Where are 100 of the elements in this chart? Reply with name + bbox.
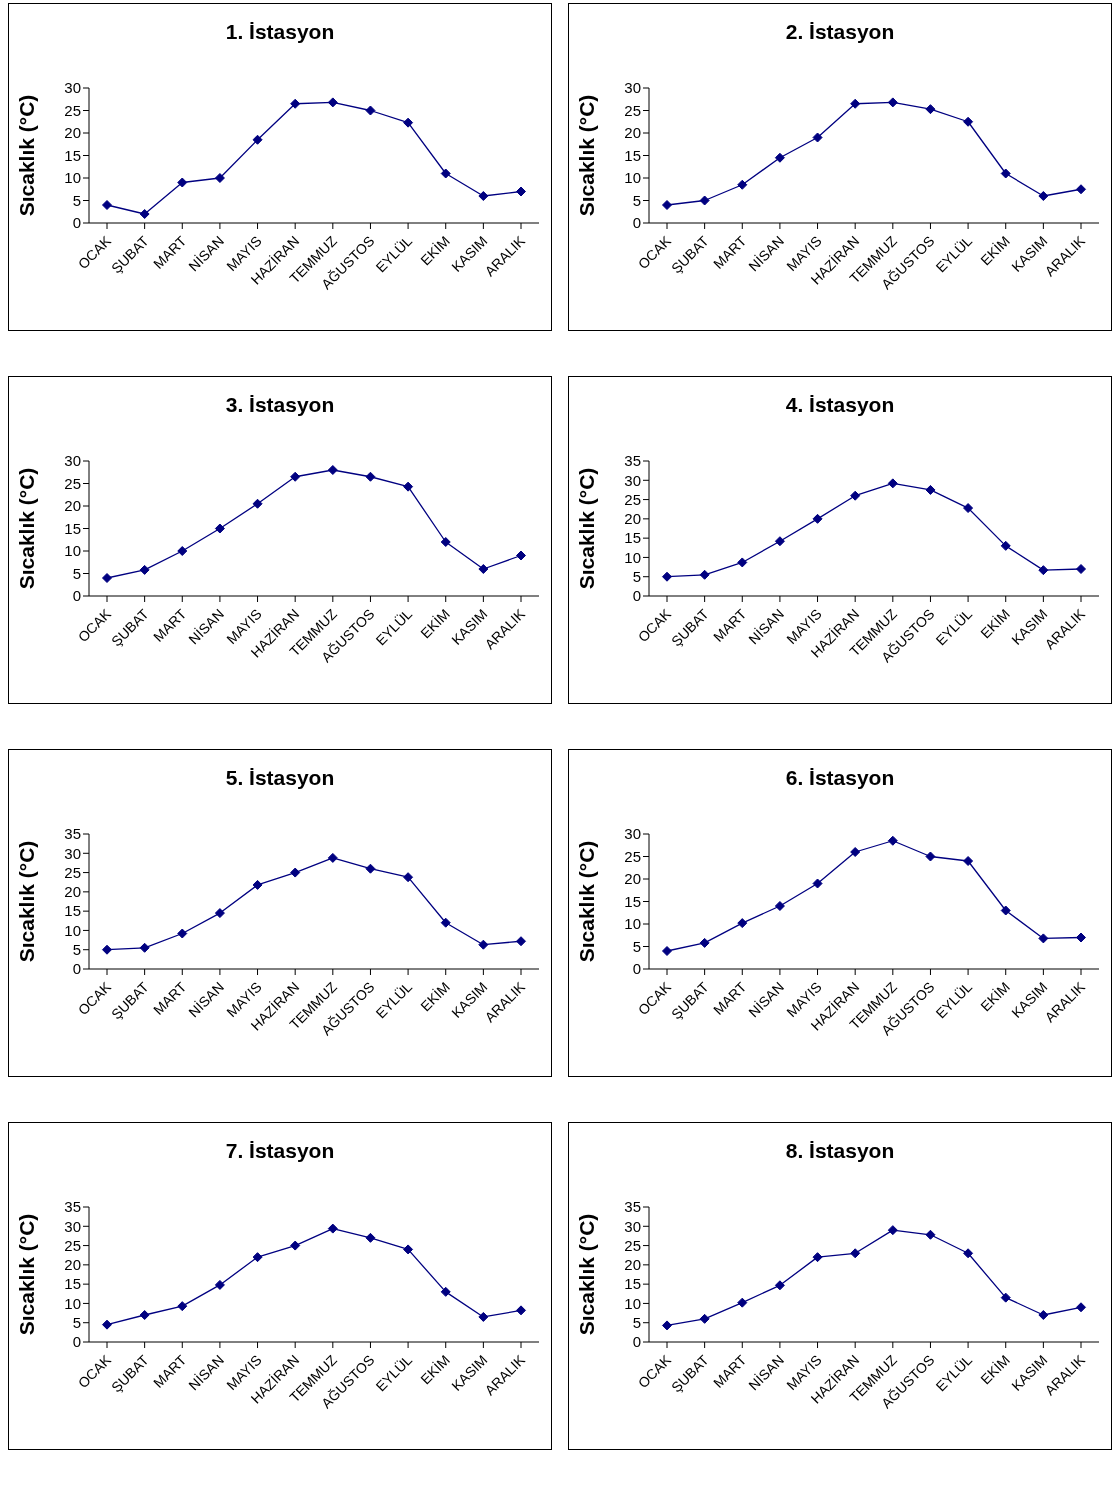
point [365,471,376,482]
point [214,908,225,919]
point [440,1286,451,1297]
point [102,944,112,955]
point [252,1252,263,1263]
chart-title: 5. İstasyon [224,766,336,790]
point [887,97,898,108]
y-tick-label: 20 [64,883,81,901]
point [925,851,936,862]
point [812,878,823,889]
point [327,97,338,108]
point [1038,933,1049,944]
point [327,465,338,475]
y-tick-label: 15 [624,146,641,164]
point [925,484,936,495]
y-tick-label: 10 [624,548,641,566]
y-tick-label: 10 [64,1294,81,1312]
point [850,1248,861,1259]
point [252,879,263,890]
y-axis-title: Sıcaklık (°C) [15,467,39,590]
y-tick-label: 30 [64,79,81,97]
point [1076,184,1086,195]
point [214,173,225,183]
point [177,1301,188,1312]
y-axis-title: Sıcaklık (°C) [15,1213,39,1336]
point [478,939,489,950]
y-tick-label: 0 [632,214,641,232]
chart-title: 2. İstasyon [784,20,896,44]
chart-title: 6. İstasyon [784,766,896,790]
point [662,946,672,956]
point [290,867,301,878]
point [662,1320,672,1331]
point [403,481,414,492]
point [440,168,451,179]
point [1076,932,1086,943]
y-axis-title: Sıcaklık (°C) [575,840,599,963]
point [478,1311,489,1322]
chart-title: 3. İstasyon [224,393,336,417]
y-tick-label: 20 [624,870,641,888]
point [737,179,748,190]
point [887,478,898,489]
y-tick-label: 0 [632,587,641,605]
point [214,523,225,534]
point [850,98,861,109]
point [290,1240,301,1251]
y-tick-label: 15 [64,902,81,920]
y-tick-label: 20 [64,1256,81,1274]
point [1000,1292,1011,1303]
y-tick-label: 5 [72,564,81,582]
chart-title: 1. İstasyon [224,20,336,44]
y-tick-label: 10 [624,915,641,933]
point [516,186,526,197]
point [365,105,376,116]
y-tick-label: 20 [624,510,641,528]
y-tick-label: 30 [64,452,81,470]
y-tick-label: 15 [624,892,641,910]
point [1000,168,1011,179]
point [102,573,112,583]
y-tick-label: 25 [64,101,81,119]
y-axis-title: Sıcaklık (°C) [575,467,599,590]
y-tick-label: 10 [624,1294,641,1312]
y-tick-label: 20 [64,497,81,515]
y-tick-label: 30 [624,79,641,97]
y-axis-title: Sıcaklık (°C) [15,840,39,963]
y-tick-label: 35 [624,452,641,470]
point [440,917,451,928]
y-tick-label: 0 [632,960,641,978]
point [252,134,263,145]
point [139,209,150,219]
y-tick-label: 30 [64,844,81,862]
point [812,1252,823,1263]
point [737,918,748,929]
point [102,1319,112,1330]
y-tick-label: 25 [64,474,81,492]
point [327,1223,338,1234]
y-tick-label: 5 [632,937,641,955]
y-axis-title: Sıcaklık (°C) [15,94,39,217]
y-axis-title: Sıcaklık (°C) [575,94,599,217]
point [925,1229,936,1240]
y-tick-label: 25 [624,847,641,865]
point [440,537,451,547]
point [177,177,188,188]
y-tick-label: 10 [64,169,81,187]
point [1076,1302,1086,1313]
y-tick-label: 25 [64,863,81,881]
point [662,200,672,210]
y-tick-label: 0 [72,587,81,605]
y-tick-label: 20 [624,124,641,142]
point [403,872,414,883]
point [812,513,823,524]
chart-title: 7. İstasyon [224,1139,336,1163]
point [737,1297,748,1308]
point [887,1225,898,1236]
point [139,1310,150,1320]
point [290,98,301,109]
point [478,564,489,574]
y-tick-label: 30 [624,825,641,843]
y-tick-label: 30 [624,1217,641,1235]
y-tick-label: 10 [624,169,641,187]
point [963,116,974,127]
